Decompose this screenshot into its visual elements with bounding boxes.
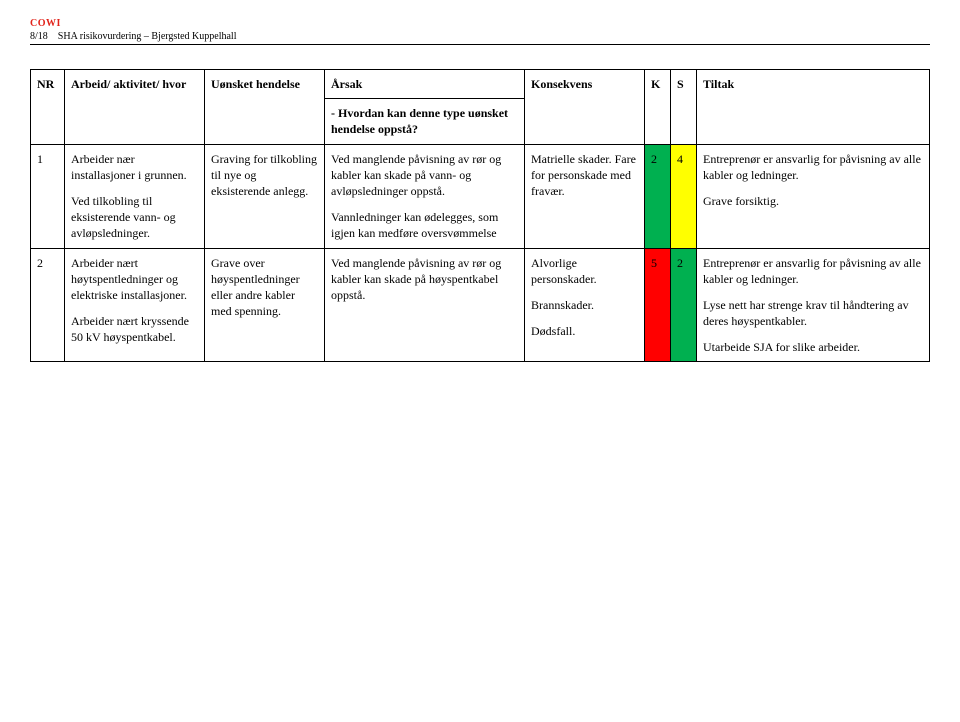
- cell-k: 2: [645, 144, 671, 248]
- text: Matrielle skader. Fare for personskade m…: [531, 151, 638, 200]
- cell-nr: 1: [31, 144, 65, 248]
- table-row: 2 Arbeider nært høytspentledninger og el…: [31, 248, 930, 362]
- text: Grave forsiktig.: [703, 193, 923, 209]
- cell-event: Grave over høyspentledninger eller andre…: [205, 248, 325, 362]
- cell-consequence: Matrielle skader. Fare for personskade m…: [525, 144, 645, 248]
- text: Ved manglende påvisning av rør og kabler…: [331, 151, 518, 200]
- text: Lyse nett har strenge krav til håndterin…: [703, 297, 923, 329]
- text: Arbeider nært høytspentledninger og elek…: [71, 255, 198, 304]
- doc-title: SHA risikovurdering – Bjergsted Kuppelha…: [58, 31, 237, 42]
- page-meta: 8/18 SHA risikovurdering – Bjergsted Kup…: [30, 31, 930, 42]
- separator: [50, 31, 55, 42]
- cell-nr: 2: [31, 248, 65, 362]
- text: Ved tilkobling til eksisterende vann- og…: [71, 193, 198, 242]
- text: Arbeider nær installasjoner i grunnen.: [71, 151, 198, 183]
- page-number: 8/18: [30, 31, 48, 42]
- table-body: 1 Arbeider nær installasjoner i grunnen.…: [31, 144, 930, 362]
- col-k: K: [645, 70, 671, 145]
- cell-activity: Arbeider nært høytspentledninger og elek…: [65, 248, 205, 362]
- col-cause: Årsak: [325, 70, 525, 99]
- risk-table: NR Arbeid/ aktivitet/ hvor Uønsket hende…: [30, 69, 930, 362]
- cell-s: 4: [671, 144, 697, 248]
- text: Ved manglende påvisning av rør og kabler…: [331, 255, 518, 304]
- cell-cause: Ved manglende påvisning av rør og kabler…: [325, 248, 525, 362]
- col-consequence: Konsekvens: [525, 70, 645, 145]
- table-head: NR Arbeid/ aktivitet/ hvor Uønsket hende…: [31, 70, 930, 145]
- text: Vannledninger kan ødelegges, som igjen k…: [331, 209, 518, 241]
- text: Brannskader.: [531, 297, 638, 313]
- brand-logo: COWI: [30, 18, 930, 29]
- cell-activity: Arbeider nær installasjoner i grunnen. V…: [65, 144, 205, 248]
- cell-k: 5: [645, 248, 671, 362]
- table-header-row: NR Arbeid/ aktivitet/ hvor Uønsket hende…: [31, 70, 930, 99]
- cell-tiltak: Entreprenør er ansvarlig for påvisning a…: [697, 144, 930, 248]
- cell-tiltak: Entreprenør er ansvarlig for påvisning a…: [697, 248, 930, 362]
- col-cause-sub: - Hvordan kan denne type uønsket hendels…: [325, 99, 525, 144]
- text: Grave over høyspentledninger eller andre…: [211, 255, 318, 320]
- table-row: 1 Arbeider nær installasjoner i grunnen.…: [31, 144, 930, 248]
- text: Entreprenør er ansvarlig for påvisning a…: [703, 151, 923, 183]
- text: Arbeider nært kryssende 50 kV høyspentka…: [71, 313, 198, 345]
- col-s: S: [671, 70, 697, 145]
- text: Utarbeide SJA for slike arbeider.: [703, 339, 923, 355]
- cell-s: 2: [671, 248, 697, 362]
- cell-event: Graving for tilkobling til nye og eksist…: [205, 144, 325, 248]
- col-event: Uønsket hendelse: [205, 70, 325, 145]
- header-rule: [30, 44, 930, 45]
- col-tiltak: Tiltak: [697, 70, 930, 145]
- col-nr: NR: [31, 70, 65, 145]
- text: Alvorlige personskader.: [531, 255, 638, 287]
- col-activity: Arbeid/ aktivitet/ hvor: [65, 70, 205, 145]
- text: Graving for tilkobling til nye og eksist…: [211, 151, 318, 200]
- page-header: COWI 8/18 SHA risikovurdering – Bjergste…: [30, 18, 930, 45]
- cell-cause: Ved manglende påvisning av rør og kabler…: [325, 144, 525, 248]
- text: Entreprenør er ansvarlig for påvisning a…: [703, 255, 923, 287]
- text: Dødsfall.: [531, 323, 638, 339]
- cell-consequence: Alvorlige personskader. Brannskader. Død…: [525, 248, 645, 362]
- page: COWI 8/18 SHA risikovurdering – Bjergste…: [0, 0, 960, 392]
